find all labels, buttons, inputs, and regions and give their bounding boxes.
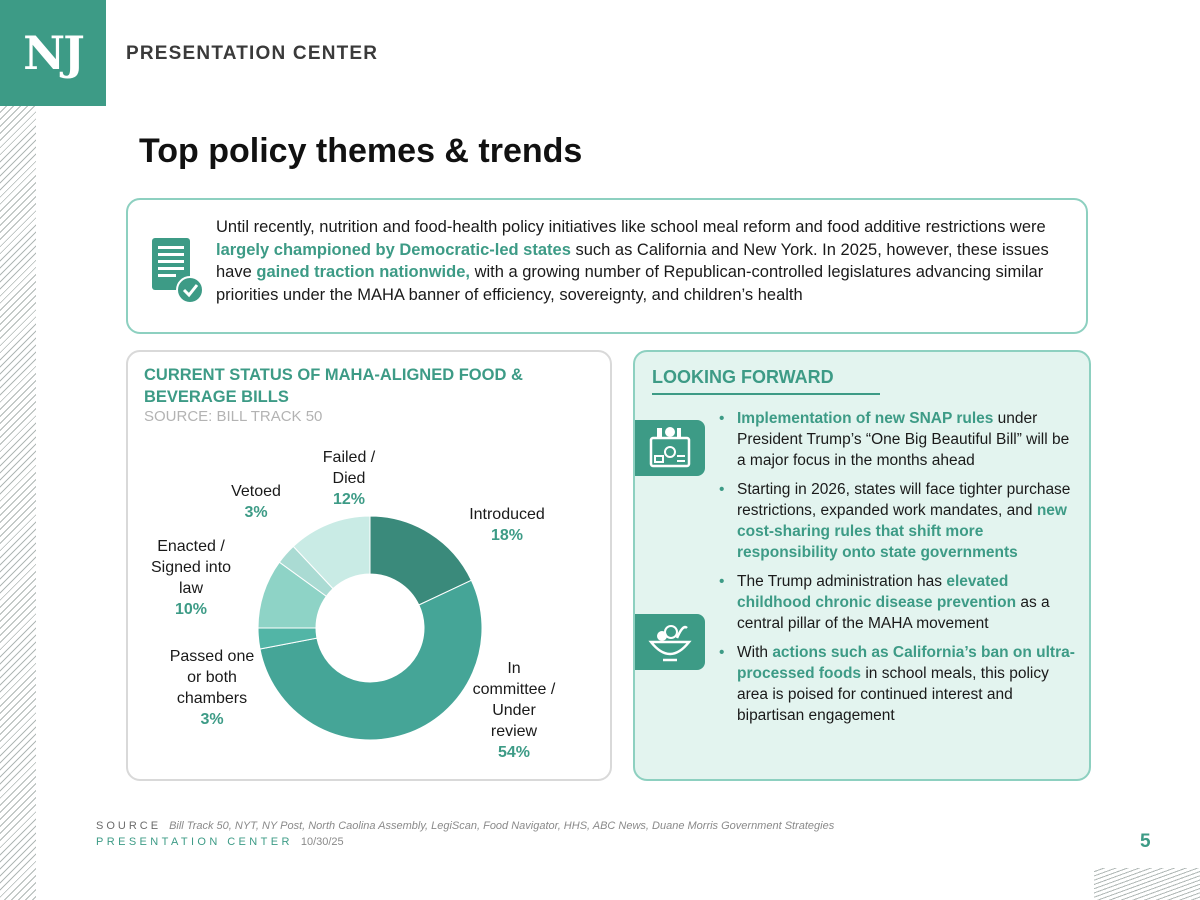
- donut-chart: [257, 515, 483, 741]
- highlight-democratic-states: largely championed by Democratic-led sta…: [216, 240, 571, 259]
- data-label-enacted-signed-into-law: Enacted / Signed into law 10%: [136, 536, 246, 620]
- data-label-text: or both: [187, 669, 237, 686]
- looking-forward-panel: LOOKING FORWARD Implementation of new SN…: [633, 350, 1091, 781]
- data-label-in-committee-under-review: In committee / Under review 54%: [444, 658, 584, 763]
- bill-status-chart-panel: CURRENT STATUS OF MAHA-ALIGNED FOOD & BE…: [126, 350, 612, 781]
- data-label-text: committee /: [472, 681, 556, 698]
- donut-slice-failed-died: [292, 515, 371, 590]
- bullet-2026-restrictions: Starting in 2026, states will face tight…: [717, 479, 1077, 563]
- data-label-text: review: [490, 723, 538, 740]
- data-label-text: Under: [492, 702, 536, 719]
- data-label-text: Signed into: [150, 559, 232, 576]
- data-label-text: Failed /: [322, 449, 376, 466]
- data-label-text: Enacted /: [157, 538, 225, 555]
- data-label-value: 12%: [332, 491, 366, 508]
- page-title: Top policy themes & trends: [139, 132, 583, 170]
- decorative-hatch-left: [0, 106, 36, 900]
- food-bowl-icon: [635, 614, 705, 670]
- highlight-traction-nationwide: gained traction nationwide,: [256, 263, 470, 281]
- donut-slice-in-committee-under-review: [259, 579, 483, 741]
- data-label-text: Introduced: [469, 506, 545, 523]
- looking-forward-bullets: Implementation of new SNAP rules under P…: [717, 408, 1077, 734]
- grocery-box-icon: [635, 420, 705, 476]
- chart-title: CURRENT STATUS OF MAHA-ALIGNED FOOD & BE…: [144, 366, 523, 406]
- data-label-value: 10%: [174, 601, 208, 618]
- data-label-value: 3%: [200, 711, 224, 728]
- data-label-vetoed: Vetoed 3%: [216, 481, 296, 523]
- data-label-text: In: [507, 660, 521, 677]
- data-label-text: law: [178, 580, 203, 597]
- brand-name: PRESENTATION CENTER: [126, 43, 379, 64]
- data-label-text: chambers: [176, 690, 248, 707]
- data-label-introduced: Introduced 18%: [442, 504, 572, 546]
- policy-document-icon: [152, 238, 204, 304]
- intro-box: Until recently, nutrition and food-healt…: [126, 198, 1088, 334]
- data-label-value: 3%: [244, 504, 268, 521]
- data-label-value: 54%: [497, 744, 531, 761]
- data-label-text: Passed one: [169, 648, 255, 665]
- decorative-hatch-bottom-right: [1094, 868, 1200, 900]
- nj-logo: NJ: [0, 0, 106, 106]
- data-label-failed-died: Failed / Died 12%: [304, 447, 394, 510]
- footer-presentation-center: PRESENTATION CENTER 10/30/25: [96, 836, 344, 848]
- donut-slice-introduced: [369, 515, 473, 606]
- page-number: 5: [1140, 831, 1151, 852]
- bullet-snap-rules: Implementation of new SNAP rules under P…: [717, 408, 1077, 471]
- looking-forward-title: LOOKING FORWARD: [652, 367, 834, 387]
- footer-source: SOURCE Bill Track 50, NYT, NY Post, North…: [96, 820, 835, 832]
- data-label-text: Died: [332, 470, 366, 487]
- bullet-chronic-disease: The Trump administration has elevated ch…: [717, 571, 1077, 634]
- data-label-value: 18%: [490, 527, 524, 544]
- data-label-text: Vetoed: [231, 483, 281, 500]
- bullet-california-ban: With actions such as California’s ban on…: [717, 642, 1077, 726]
- intro-paragraph: Until recently, nutrition and food-healt…: [216, 218, 1049, 304]
- title-underline: [652, 393, 880, 395]
- data-label-passed-one-or-both-chambers: Passed one or both chambers 3%: [150, 646, 274, 730]
- chart-source: SOURCE: BILL TRACK 50: [144, 408, 323, 425]
